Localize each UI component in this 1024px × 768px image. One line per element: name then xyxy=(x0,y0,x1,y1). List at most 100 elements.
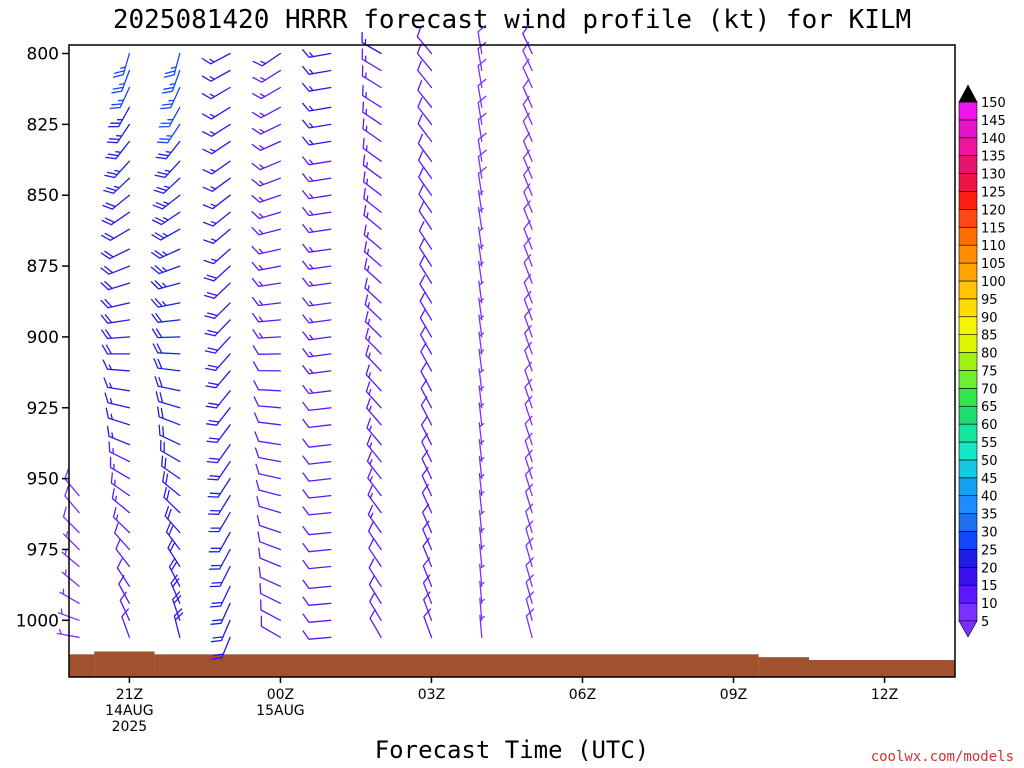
wind-barb xyxy=(203,265,231,282)
wind-barb-stroke xyxy=(478,314,485,338)
wind-barb xyxy=(207,494,231,515)
wind-barb xyxy=(417,80,433,108)
wind-barb-stroke xyxy=(114,522,131,551)
wind-barb xyxy=(209,585,231,608)
colorbar-label: 110 xyxy=(981,239,1006,254)
wind-barb xyxy=(260,599,282,621)
wind-barb xyxy=(364,311,382,338)
wind-barb xyxy=(523,254,533,284)
wind-barb xyxy=(260,615,282,638)
wind-barb xyxy=(302,418,332,429)
wind-barb-stroke xyxy=(101,228,131,241)
wind-barb xyxy=(366,417,382,446)
wind-barb xyxy=(477,149,487,179)
wind-barb xyxy=(478,422,485,446)
wind-barb-stroke xyxy=(418,184,433,213)
wind-barb-stroke xyxy=(61,569,80,587)
wind-barb xyxy=(302,525,332,536)
wind-barb-stroke xyxy=(206,424,231,444)
wind-barb-stroke xyxy=(258,547,282,568)
wind-barb xyxy=(477,132,487,162)
wind-barb-stroke xyxy=(259,583,282,604)
wind-barb xyxy=(478,314,485,338)
wind-barb xyxy=(114,522,131,551)
wind-barb-stroke xyxy=(478,243,484,267)
wind-barb-stroke xyxy=(369,608,382,638)
wind-barb xyxy=(422,574,433,604)
wind-barb-stroke xyxy=(252,69,282,83)
wind-barb-stroke xyxy=(364,294,382,321)
wind-barb-stroke xyxy=(522,132,533,162)
wind-barb xyxy=(478,439,485,463)
wind-barb-stroke xyxy=(364,277,382,304)
terrain-segment xyxy=(809,659,955,677)
wind-barb xyxy=(418,201,433,230)
wind-barb xyxy=(477,189,484,213)
wind-barb-stroke xyxy=(525,537,534,568)
colorbar-label: 30 xyxy=(981,526,998,541)
wind-barb xyxy=(150,298,181,308)
wind-barb xyxy=(522,132,533,162)
wind-barb-stroke xyxy=(523,183,533,213)
wind-barb xyxy=(168,557,181,587)
wind-barb xyxy=(203,228,231,245)
wind-barb-stroke xyxy=(479,580,485,604)
wind-barb xyxy=(524,449,533,480)
wind-barb xyxy=(364,294,382,321)
wind-barb xyxy=(479,580,485,604)
wind-barb-stroke xyxy=(118,574,131,604)
wind-barb xyxy=(203,248,231,265)
wind-barb xyxy=(258,547,282,568)
colorbar-cell xyxy=(958,352,978,371)
wind-barb-stroke xyxy=(160,439,181,463)
y-tick-label: 950 xyxy=(27,470,59,490)
wind-barb xyxy=(302,207,332,217)
colorbar-label: 35 xyxy=(981,508,998,523)
wind-barb xyxy=(152,343,181,355)
colorbar-cell xyxy=(958,262,978,282)
wind-barb-stroke xyxy=(478,402,485,426)
wind-barb-stroke xyxy=(477,149,487,179)
x-axis-label: Forecast Time (UTC) xyxy=(375,736,650,764)
wind-barb-stroke xyxy=(477,95,487,126)
wind-barb xyxy=(368,575,382,604)
wind-barb xyxy=(157,123,181,144)
wind-barb-stroke xyxy=(207,494,231,515)
wind-barb-stroke xyxy=(101,329,131,340)
wind-barb-stroke xyxy=(106,123,131,144)
wind-barb-stroke xyxy=(251,277,282,288)
wind-barb xyxy=(167,538,181,568)
wind-barb xyxy=(302,49,332,58)
wind-barb-stroke xyxy=(302,65,332,75)
wind-barb xyxy=(302,223,332,234)
wind-barb xyxy=(150,265,181,275)
wind-barb-stroke xyxy=(478,439,485,463)
wind-barb xyxy=(523,220,533,250)
colorbar-label: 5 xyxy=(981,615,989,630)
wind-barb-stroke xyxy=(302,348,332,358)
wind-barb-stroke xyxy=(361,65,382,89)
wind-barb-stroke xyxy=(367,485,382,514)
wind-barb-stroke xyxy=(365,381,382,409)
wind-barb xyxy=(522,112,533,143)
wind-barb-stroke xyxy=(302,49,332,58)
wind-barb-stroke xyxy=(417,97,433,126)
wind-barb-stroke xyxy=(209,565,231,588)
wind-barb-stroke xyxy=(362,171,382,196)
wind-barb-stroke xyxy=(362,137,382,162)
wind-barb-stroke xyxy=(112,506,131,534)
wind-barb xyxy=(478,473,485,497)
wind-barb xyxy=(204,302,231,320)
colorbar-label: 115 xyxy=(981,221,1006,236)
wind-barb xyxy=(302,489,332,499)
wind-barb-stroke xyxy=(524,432,533,463)
wind-barb-stroke xyxy=(256,496,282,514)
wind-barb xyxy=(524,341,533,372)
wind-barb-stroke xyxy=(478,297,484,321)
wind-barb xyxy=(477,78,487,108)
wind-barb xyxy=(164,505,181,534)
wind-barb xyxy=(367,504,382,534)
wind-barb xyxy=(365,327,382,355)
wind-barb-stroke xyxy=(302,506,332,516)
wind-barb-stroke xyxy=(201,106,231,120)
